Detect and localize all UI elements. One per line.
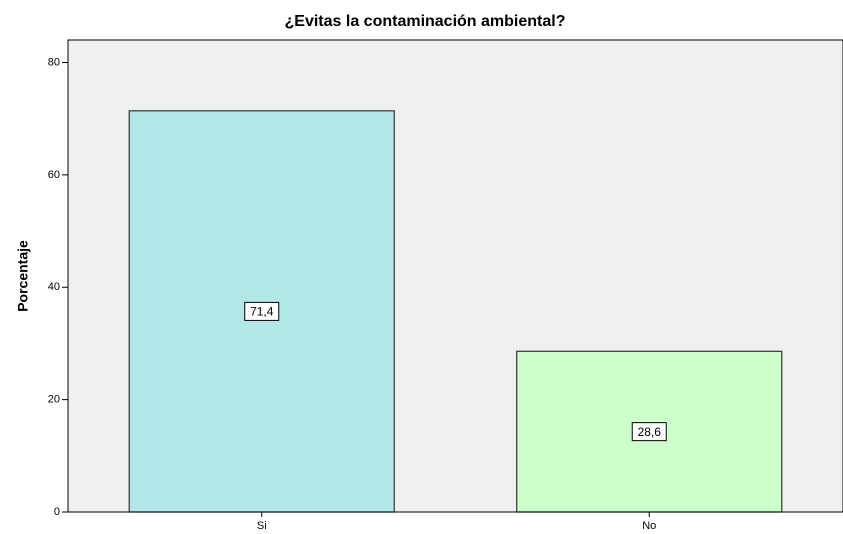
value-label: 71,4 [250,305,274,319]
y-tick-label: 20 [48,394,60,406]
y-axis-label: Porcentaje [15,240,31,312]
y-tick-label: 0 [54,506,60,518]
y-tick-label: 80 [48,56,60,68]
value-label-box [631,422,667,442]
y-tick-label: 40 [48,281,60,293]
y-tick-label: 60 [48,169,60,181]
x-tick-label: Si [257,520,267,532]
chart-title: ¿Evitas la contaminación ambiental? [285,13,566,30]
value-label: 28,6 [638,425,662,439]
x-tick-label: No [642,520,656,532]
value-label-box [244,301,280,321]
